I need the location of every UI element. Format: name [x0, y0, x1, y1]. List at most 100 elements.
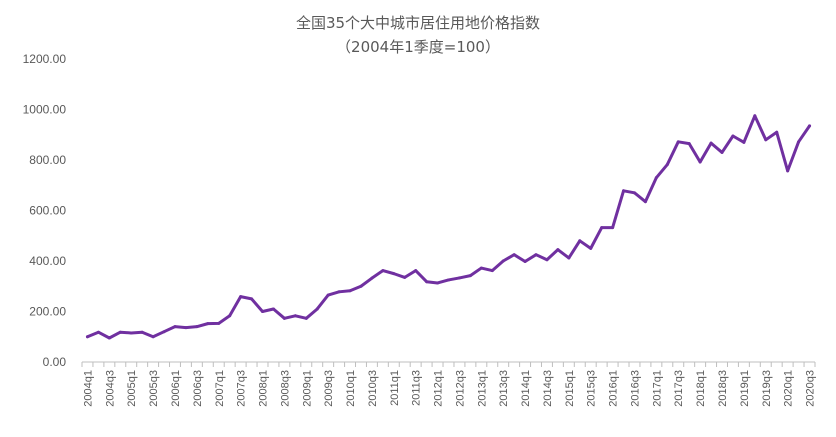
x-tick-label: 2005q1 — [126, 370, 138, 407]
data-point — [337, 290, 341, 294]
data-point — [808, 124, 812, 128]
y-tick-label: 1000.00 — [23, 103, 67, 117]
x-tick-label: 2010q3 — [367, 370, 379, 407]
data-point — [622, 189, 626, 193]
data-point — [151, 335, 155, 339]
data-point — [392, 272, 396, 276]
data-point — [217, 321, 221, 325]
data-point — [611, 226, 615, 230]
data-point — [545, 258, 549, 262]
x-tick-label: 2020q1 — [783, 370, 795, 407]
data-point — [567, 256, 571, 260]
data-point — [512, 253, 516, 257]
x-tick-label: 2020q3 — [805, 370, 817, 407]
x-tick-label: 2013q3 — [498, 370, 510, 407]
data-point — [643, 200, 647, 204]
data-point — [436, 281, 440, 285]
x-tick-label: 2005q3 — [148, 370, 160, 407]
x-tick-label: 2016q1 — [608, 370, 620, 407]
data-point — [326, 293, 330, 297]
data-point — [195, 325, 199, 329]
data-point — [786, 169, 790, 173]
data-point — [797, 140, 801, 144]
x-tick-label: 2004q1 — [82, 370, 94, 407]
data-point — [720, 150, 724, 154]
data-point — [578, 239, 582, 243]
data-point — [184, 326, 188, 330]
data-point — [271, 307, 275, 311]
data-point — [425, 280, 429, 284]
data-point — [403, 275, 407, 279]
data-point — [632, 191, 636, 195]
data-point — [414, 269, 418, 273]
data-point — [173, 325, 177, 329]
chart-subtitle: （2004年1季度=100） — [336, 38, 500, 56]
x-tick-label: 2014q1 — [520, 370, 532, 407]
data-point — [654, 176, 658, 180]
data-point — [261, 310, 265, 313]
x-tick-label: 2013q1 — [476, 370, 488, 407]
data-point — [600, 226, 604, 230]
data-point — [118, 330, 122, 334]
data-point — [304, 316, 308, 320]
data-point — [775, 130, 779, 134]
x-tick-label: 2010q1 — [345, 370, 357, 407]
x-axis-line — [81, 361, 816, 367]
x-tick-label: 2019q3 — [761, 370, 773, 407]
y-tick-label: 600.00 — [29, 204, 66, 218]
data-point — [534, 253, 538, 257]
data-point — [589, 246, 593, 250]
data-point — [370, 276, 374, 280]
series-line — [85, 114, 812, 340]
y-tick-label: 800.00 — [29, 153, 66, 167]
x-tick-label: 2007q3 — [236, 370, 248, 407]
x-tick-label: 2014q3 — [542, 370, 554, 407]
data-point — [753, 114, 757, 118]
data-point — [107, 336, 111, 340]
data-point — [250, 297, 254, 301]
data-point — [140, 330, 144, 334]
x-tick-label: 2007q1 — [214, 370, 226, 407]
x-tick-label: 2008q1 — [258, 370, 270, 407]
data-point — [96, 330, 100, 334]
x-tick-label: 2017q3 — [673, 370, 685, 407]
y-axis: 0.00 200.00 400.00 600.00 800.00 1000.00 1200.… — [23, 52, 67, 369]
x-tick-label: 2012q1 — [433, 370, 445, 407]
data-point — [468, 274, 472, 278]
data-point — [282, 316, 286, 320]
x-tick-label: 2017q1 — [651, 370, 663, 407]
data-point — [381, 269, 385, 273]
y-tick-label: 200.00 — [29, 305, 66, 319]
chart-title: 全国35个大中城市居住用地价格指数 — [296, 14, 540, 32]
x-tick-label: 2019q1 — [739, 370, 751, 407]
x-tick-label: 2018q3 — [717, 370, 729, 407]
data-point — [206, 322, 210, 326]
x-tick-label: 2012q3 — [454, 370, 466, 407]
data-point — [359, 284, 363, 288]
data-point — [698, 160, 702, 164]
data-point — [501, 259, 505, 263]
y-tick-label: 1200.00 — [23, 52, 67, 66]
data-point — [742, 140, 746, 144]
data-point — [293, 314, 297, 318]
data-point — [523, 260, 527, 263]
data-point — [457, 276, 461, 280]
x-tick-label: 2006q3 — [192, 370, 204, 407]
data-point — [129, 331, 133, 335]
y-tick-label: 0.00 — [43, 355, 67, 369]
data-point — [676, 140, 680, 144]
x-axis: 2004q1 2004q3 2005q1 2005q3 2006q1 2006q3 2007… — [82, 370, 816, 407]
x-tick-label: 2009q1 — [301, 370, 313, 407]
x-tick-label: 2016q3 — [629, 370, 641, 407]
data-point — [315, 307, 319, 311]
data-point — [162, 330, 166, 334]
data-point — [731, 134, 735, 138]
y-tick-label: 400.00 — [29, 254, 66, 268]
data-point — [709, 141, 713, 145]
x-tick-label: 2008q3 — [279, 370, 291, 407]
x-tick-label: 2011q3 — [411, 370, 423, 406]
data-point — [687, 142, 691, 146]
x-tick-label: 2011q1 — [389, 370, 401, 406]
data-point — [665, 163, 669, 167]
